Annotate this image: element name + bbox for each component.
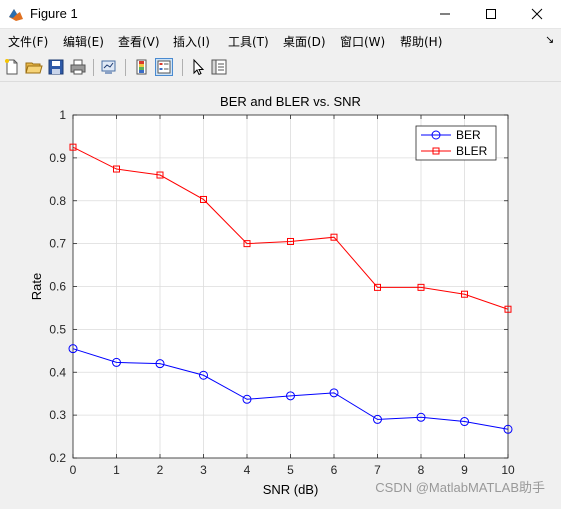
- bler-line: [72, 146, 509, 310]
- x-axis-label: SNR (dB): [263, 482, 319, 497]
- matlab-figure-icon: [9, 9, 23, 21]
- maximize-button[interactable]: [468, 0, 514, 28]
- legend-marker-bler: [432, 147, 440, 155]
- y-tick-label: 0.9: [49, 151, 66, 165]
- maximize-icon: [486, 9, 496, 19]
- x-tick-label: 9: [461, 463, 468, 477]
- y-tick-label: 1: [59, 108, 66, 122]
- toolbar-separator: [125, 59, 126, 76]
- ber-point: [416, 412, 426, 422]
- menu-window[interactable]: 窗口(W): [340, 35, 386, 49]
- legend[interactable]: BER BLER: [415, 125, 497, 161]
- ber-line: [72, 348, 509, 430]
- title-bar: Figure 1: [0, 0, 561, 29]
- ber-point: [155, 359, 165, 369]
- y-tick-label: 0.2: [49, 451, 66, 465]
- ber-point: [460, 417, 469, 427]
- bler-point: [330, 233, 338, 241]
- ber-bler-plot: 0 1 2 3 4 5 6 7 8 9 10 0.2 0.3 0.4 0.5 0.6 0.7 0.8 0.9 1 BE…: [29, 94, 545, 497]
- window-title: Figure 1: [30, 6, 78, 21]
- ber-point: [286, 391, 295, 401]
- pointer-icon[interactable]: [189, 58, 207, 76]
- link-figure-icon[interactable]: [100, 58, 118, 76]
- bler-point: [461, 290, 468, 298]
- bler-point: [69, 143, 77, 151]
- print-icon[interactable]: [69, 58, 87, 76]
- x-tick-label: 0: [70, 463, 77, 477]
- axis-ticks: 0 1 2 3 4 5 6 7 8 9 10 0.2 0.3 0.4 0.5 0.6 0.7 0.8 0.9 1: [49, 108, 515, 477]
- toolbar-separator: [182, 59, 183, 76]
- legend-marker-ber: [431, 130, 441, 140]
- ber-point: [242, 394, 252, 404]
- menu-edit[interactable]: 编辑(E): [63, 35, 104, 49]
- insert-legend-icon[interactable]: [155, 58, 173, 76]
- ber-point: [503, 424, 513, 434]
- y-tick-label: 0.5: [49, 322, 66, 336]
- bler-point: [287, 237, 294, 245]
- legend-label-ber: BER: [456, 128, 481, 142]
- minimize-button[interactable]: [422, 0, 468, 28]
- menu-insert[interactable]: 插入(I): [173, 35, 210, 49]
- x-tick-label: 10: [501, 463, 515, 477]
- y-tick-label: 0.7: [49, 237, 66, 251]
- x-tick-label: 3: [200, 463, 207, 477]
- menu-file[interactable]: 文件(F): [8, 35, 49, 49]
- x-tick-label: 1: [113, 463, 120, 477]
- legend-items: BER BLER: [421, 128, 488, 158]
- x-tick-label: 5: [287, 463, 294, 477]
- toolbar-separator: [93, 59, 94, 76]
- chevron-icon[interactable]: ↘: [545, 34, 555, 46]
- bler-point: [243, 240, 251, 248]
- bler-point: [374, 283, 381, 291]
- toolbar: [0, 54, 561, 82]
- x-tick-label: 6: [331, 463, 338, 477]
- x-tick-label: 8: [418, 463, 425, 477]
- bler-point: [417, 283, 425, 291]
- menu-bar: 文件(F) 编辑(E) 查看(V) 插入(I) 工具(T) 桌面(D) 窗口(W…: [0, 30, 561, 52]
- bler-point: [156, 171, 164, 179]
- chart-title: BER and BLER vs. SNR: [220, 94, 361, 109]
- y-tick-label: 0.4: [49, 365, 66, 379]
- figure-canvas: 0 1 2 3 4 5 6 7 8 9 10 0.2 0.3 0.4 0.5 0.6 0.7 0.8 0.9 1 BE…: [0, 82, 561, 504]
- x-tick-label: 4: [244, 463, 251, 477]
- ber-point: [199, 370, 208, 380]
- bler-point: [113, 165, 120, 173]
- ber-point: [68, 344, 78, 354]
- ber-point: [373, 414, 382, 424]
- legend-label-bler: BLER: [456, 144, 488, 158]
- close-icon: [531, 8, 543, 20]
- new-figure-icon[interactable]: [3, 58, 21, 76]
- y-axis-label: Rate: [29, 273, 44, 300]
- x-tick-label: 7: [374, 463, 381, 477]
- ber-point: [112, 357, 121, 367]
- open-file-icon[interactable]: [25, 58, 43, 76]
- legend-box: [415, 125, 497, 161]
- insert-colorbar-icon[interactable]: [133, 58, 151, 76]
- watermark: CSDN @MatlabMATLAB助手: [375, 480, 545, 495]
- menu-help[interactable]: 帮助(H): [400, 35, 443, 49]
- y-tick-label: 0.6: [49, 280, 66, 294]
- minimize-icon: [440, 13, 450, 15]
- bler-point: [200, 195, 207, 203]
- bler-point: [504, 305, 512, 313]
- menu-view[interactable]: 查看(V): [118, 35, 160, 49]
- menu-desktop[interactable]: 桌面(D): [283, 35, 326, 49]
- menu-tools[interactable]: 工具(T): [228, 35, 269, 49]
- series-layer: [68, 143, 513, 434]
- close-button[interactable]: [514, 0, 560, 28]
- y-tick-label: 0.8: [49, 194, 66, 208]
- y-tick-label: 0.3: [49, 408, 66, 422]
- ber-point: [329, 388, 339, 398]
- x-tick-label: 2: [157, 463, 164, 477]
- property-editor-icon[interactable]: [210, 58, 228, 76]
- save-icon[interactable]: [47, 58, 65, 76]
